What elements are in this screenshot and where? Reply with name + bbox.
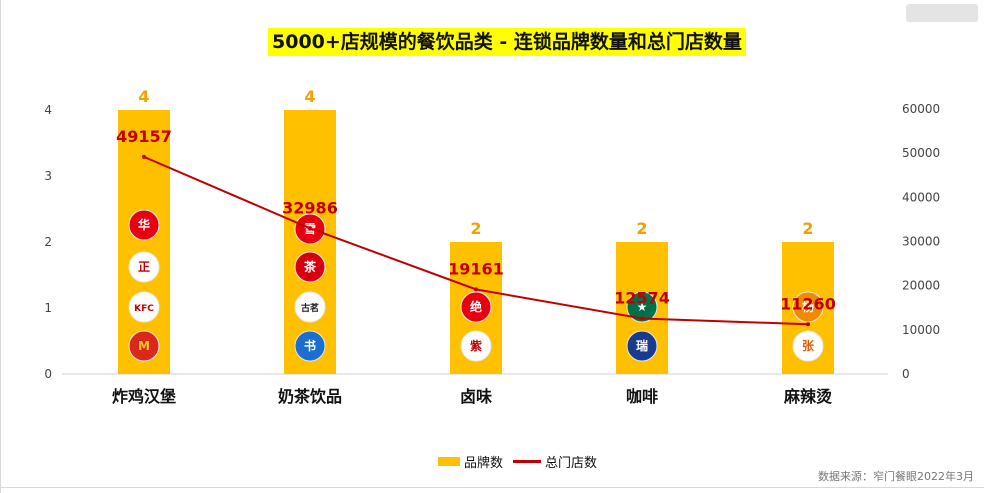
legend-line-label: 总门店数 bbox=[545, 455, 598, 471]
luckin-logo bbox=[626, 330, 658, 362]
category-label: 奶茶饮品 bbox=[278, 387, 342, 406]
guming-logo bbox=[294, 291, 326, 323]
kfc-logo bbox=[128, 291, 160, 323]
left-border bbox=[0, 0, 1, 493]
kfc-logo-glyph: KFC bbox=[134, 304, 154, 314]
line-value-label: 19161 bbox=[448, 259, 504, 278]
bar-value-label: 4 bbox=[304, 87, 315, 106]
juewei-logo bbox=[460, 291, 492, 323]
yanglaoshi-logo bbox=[792, 291, 824, 323]
ziyanbaiwei-logo-glyph: 紫 bbox=[470, 338, 482, 353]
line-value-label: 12574 bbox=[614, 288, 670, 307]
guming-logo-glyph: 古茗 bbox=[301, 302, 319, 314]
bar-value-label: 2 bbox=[802, 219, 813, 238]
y-right-tick-label: 40000 bbox=[902, 190, 940, 204]
data-source-note: 数据来源：窄门餐眼2022年3月 bbox=[818, 470, 974, 483]
chart-legend: 品牌数 总门店数 bbox=[438, 451, 597, 471]
mcdonalds-logo-glyph: M bbox=[138, 339, 150, 353]
bar bbox=[118, 110, 170, 374]
juewei-logo-glyph: 绝 bbox=[470, 299, 482, 314]
starbucks-logo-glyph: ★ bbox=[637, 300, 648, 314]
bar-value-label: 2 bbox=[470, 219, 481, 238]
y-left-tick-label: 4 bbox=[44, 103, 52, 117]
y-right-tick-label: 10000 bbox=[902, 323, 940, 337]
y-right-tick-label: 60000 bbox=[902, 102, 940, 116]
y-left-tick-label: 0 bbox=[44, 367, 52, 381]
y-left-tick-label: 1 bbox=[44, 301, 52, 315]
category-label: 卤味 bbox=[460, 387, 492, 406]
shuyi-logo bbox=[294, 330, 326, 362]
zhengxin-chicken-logo bbox=[128, 251, 160, 283]
zhangliang-logo-glyph: 张 bbox=[802, 338, 815, 353]
bar-value-label: 2 bbox=[636, 219, 647, 238]
line-value-label: 49157 bbox=[116, 127, 172, 146]
chabaidao-logo-glyph: 茶 bbox=[303, 259, 317, 274]
chart-title: 5000+店规模的餐饮品类 - 连锁品牌数量和总门店数量 bbox=[268, 28, 746, 56]
legend-line-swatch bbox=[513, 459, 542, 463]
wallace-logo-glyph: 华 bbox=[138, 217, 150, 232]
category-label: 炸鸡汉堡 bbox=[112, 387, 176, 406]
line-point bbox=[640, 316, 644, 321]
ziyanbaiwei-logo bbox=[460, 330, 492, 362]
y-right-tick-label: 30000 bbox=[902, 235, 940, 249]
zhangliang-logo bbox=[792, 330, 824, 362]
blurred-watermark bbox=[906, 4, 978, 22]
line-value-label: 32986 bbox=[282, 198, 338, 217]
line-point bbox=[806, 322, 810, 327]
line-point bbox=[474, 287, 478, 292]
legend-bar-label: 品牌数 bbox=[464, 455, 504, 471]
wallace-logo bbox=[128, 209, 160, 241]
shuyi-logo-glyph: 书 bbox=[304, 338, 316, 353]
starbucks-logo bbox=[626, 291, 658, 323]
bar-value-label: 4 bbox=[138, 87, 149, 106]
mcdonalds-logo bbox=[128, 330, 160, 362]
line-point bbox=[308, 226, 312, 231]
zhengxin-chicken-logo-glyph: 正 bbox=[138, 260, 150, 274]
y-right-tick-label: 20000 bbox=[902, 279, 940, 293]
yanglaoshi-logo-glyph: 杨 bbox=[802, 299, 814, 314]
category-label: 麻辣烫 bbox=[783, 387, 833, 406]
category-label: 咖啡 bbox=[626, 387, 658, 406]
line-value-label: 11260 bbox=[780, 294, 836, 313]
bottom-border bbox=[0, 487, 984, 488]
legend-bar-swatch bbox=[438, 456, 460, 466]
line-point bbox=[142, 154, 146, 159]
chabaidao-logo bbox=[294, 251, 326, 283]
y-left-tick-label: 3 bbox=[44, 169, 52, 183]
luckin-logo-glyph: 瑞 bbox=[636, 338, 648, 353]
y-left-tick-label: 2 bbox=[44, 235, 52, 249]
y-right-tick-label: 50000 bbox=[902, 146, 940, 160]
y-right-tick-label: 0 bbox=[902, 367, 910, 381]
